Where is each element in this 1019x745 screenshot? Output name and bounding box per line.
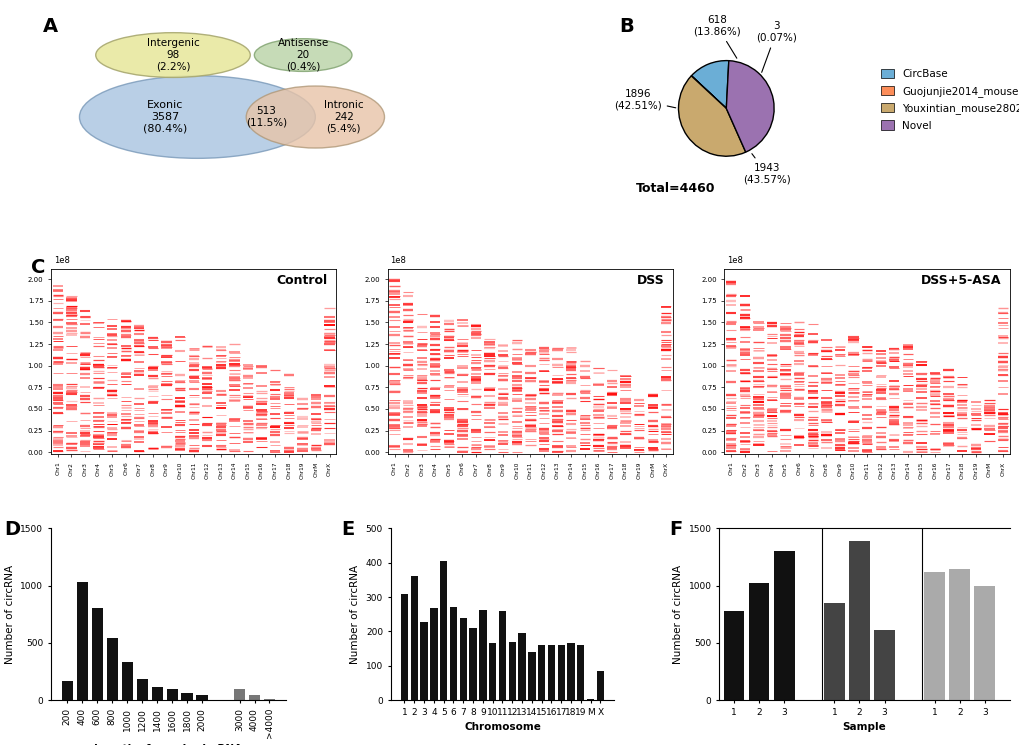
- Text: DSS: DSS: [636, 274, 663, 288]
- Wedge shape: [691, 76, 726, 109]
- Bar: [488, 644, 496, 700]
- Text: B: B: [619, 17, 634, 37]
- Bar: [849, 541, 869, 700]
- X-axis label: Chromosome: Chromosome: [464, 723, 540, 732]
- Bar: [76, 582, 88, 700]
- Bar: [949, 569, 969, 700]
- Wedge shape: [726, 60, 773, 152]
- Bar: [92, 609, 103, 700]
- Text: Total=4460: Total=4460: [635, 182, 714, 195]
- Bar: [528, 652, 535, 700]
- Ellipse shape: [254, 39, 352, 72]
- Bar: [181, 693, 193, 700]
- Bar: [107, 638, 118, 700]
- Bar: [61, 682, 72, 700]
- Text: D: D: [4, 519, 20, 539]
- Bar: [249, 695, 260, 700]
- Text: 1943
(43.57%): 1943 (43.57%): [743, 153, 790, 185]
- Bar: [567, 644, 574, 700]
- Text: Intergenic
98
(2.2%): Intergenic 98 (2.2%): [147, 39, 199, 72]
- Bar: [498, 611, 505, 700]
- Bar: [439, 561, 447, 700]
- X-axis label: Sample: Sample: [842, 723, 886, 732]
- Text: 513
(11.5%): 513 (11.5%): [246, 107, 286, 128]
- Bar: [420, 622, 427, 700]
- Bar: [449, 607, 457, 700]
- Y-axis label: Number of circRNA: Number of circRNA: [5, 565, 15, 664]
- Bar: [596, 671, 603, 700]
- Ellipse shape: [96, 33, 250, 77]
- Bar: [547, 644, 554, 700]
- Bar: [537, 644, 545, 700]
- Bar: [923, 571, 944, 700]
- Ellipse shape: [79, 76, 315, 159]
- Bar: [557, 644, 565, 700]
- Text: 1896
(42.51%): 1896 (42.51%): [613, 89, 676, 110]
- Text: DSS+5-ASA: DSS+5-ASA: [920, 274, 1001, 288]
- Bar: [400, 595, 408, 700]
- Y-axis label: Number of circRNA: Number of circRNA: [350, 565, 360, 664]
- Bar: [430, 608, 437, 700]
- Bar: [411, 576, 418, 700]
- Wedge shape: [691, 60, 729, 109]
- X-axis label: Length of exonic circRNA: Length of exonic circRNA: [94, 744, 243, 745]
- Bar: [518, 633, 525, 700]
- Text: Intronic
242
(5.4%): Intronic 242 (5.4%): [324, 101, 364, 133]
- Text: E: E: [341, 519, 355, 539]
- Text: A: A: [43, 17, 58, 37]
- Bar: [508, 641, 516, 700]
- Bar: [586, 699, 594, 700]
- Text: 1e8: 1e8: [390, 256, 406, 265]
- Bar: [166, 689, 177, 700]
- Text: Exonic
3587
(80.4%): Exonic 3587 (80.4%): [143, 101, 186, 133]
- Ellipse shape: [246, 86, 384, 148]
- Bar: [460, 618, 467, 700]
- Text: F: F: [669, 519, 683, 539]
- Bar: [137, 679, 148, 700]
- Text: Antisense
20
(0.4%): Antisense 20 (0.4%): [277, 39, 328, 72]
- Text: 3
(0.07%): 3 (0.07%): [755, 21, 796, 72]
- Text: C: C: [31, 258, 46, 276]
- Bar: [577, 644, 584, 700]
- Bar: [152, 687, 163, 700]
- Bar: [873, 630, 894, 700]
- Bar: [773, 551, 794, 700]
- Text: 1e8: 1e8: [727, 256, 743, 265]
- Bar: [723, 612, 744, 700]
- Bar: [973, 586, 995, 700]
- Bar: [121, 662, 132, 700]
- Bar: [233, 689, 245, 700]
- Bar: [823, 603, 844, 700]
- Bar: [479, 609, 486, 700]
- Bar: [197, 695, 208, 700]
- Text: Control: Control: [276, 274, 327, 288]
- Text: 1e8: 1e8: [54, 256, 69, 265]
- Bar: [469, 628, 476, 700]
- Text: 618
(13.86%): 618 (13.86%): [692, 15, 740, 58]
- Bar: [748, 583, 768, 700]
- Wedge shape: [678, 76, 745, 156]
- Bar: [264, 699, 275, 700]
- Legend: CircBase, Guojunjie2014_mouse635, Youxintian_mouse28026, Novel: CircBase, Guojunjie2014_mouse635, Youxin…: [876, 65, 1019, 135]
- Y-axis label: Number of circRNA: Number of circRNA: [673, 565, 683, 664]
